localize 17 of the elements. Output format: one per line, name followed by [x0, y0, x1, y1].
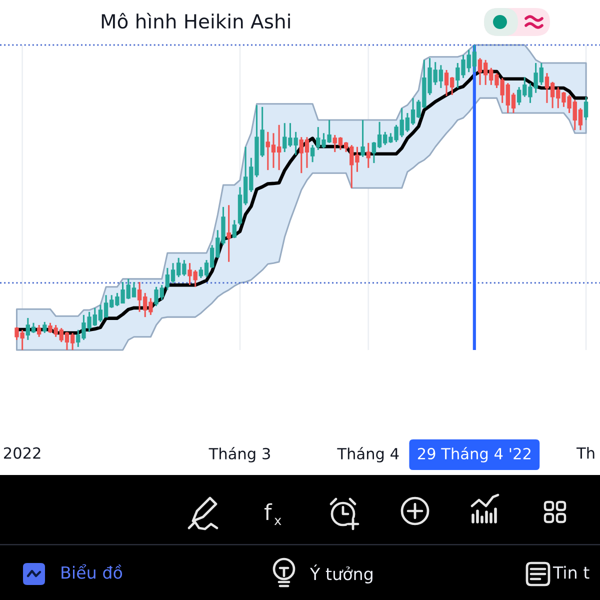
text: Tin t: [552, 566, 590, 579]
text: Ý tưởng: [310, 564, 372, 584]
x-tick-label: Th: [576, 447, 594, 459]
chart-title: Mô hình Heikin Ashi: [102, 12, 290, 29]
candlestick: [366, 142, 370, 169]
candlestick: [42, 321, 47, 334]
candlestick: [36, 324, 42, 338]
candlestick: [310, 144, 315, 163]
candlestick: [360, 119, 365, 158]
x-tick-label: 2022: [4, 447, 40, 459]
candlestick: [232, 219, 237, 239]
x-tick-label: 29 Tháng 4 '22: [418, 447, 530, 462]
candlestick: [226, 204, 231, 263]
x-tick-label: Tháng 4: [337, 447, 399, 462]
text: Biểu đồ: [62, 564, 122, 579]
x-tick-label: Tháng 3: [208, 447, 270, 462]
candlestick: [584, 96, 588, 121]
